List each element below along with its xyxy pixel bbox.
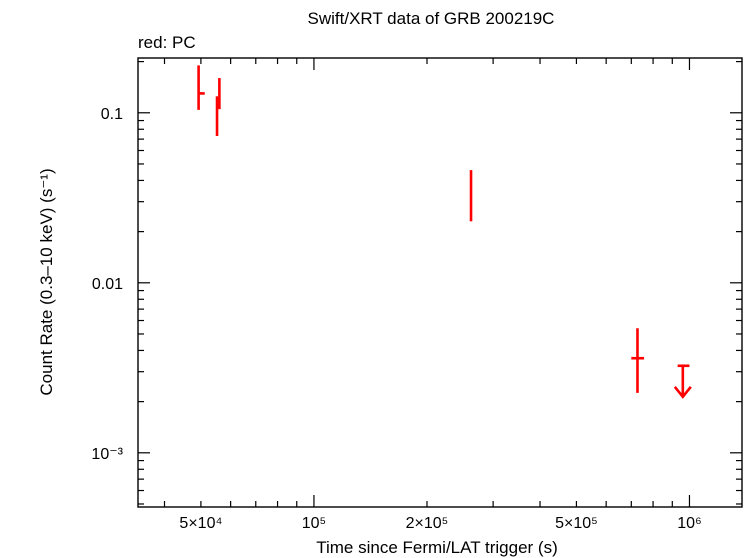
plot-frame	[137, 57, 743, 508]
upper-limit-arrow	[673, 385, 692, 399]
y-axis-label: Count Rate (0.3–10 keV) (s⁻¹)	[37, 168, 56, 395]
x-tick-label: 10⁶	[677, 515, 701, 532]
data-point	[469, 170, 473, 222]
data-point	[631, 328, 645, 393]
data-point	[215, 96, 219, 137]
data-marks	[197, 65, 692, 399]
axis-tick-labels: 5×10⁴ 10⁵ 2×10⁵ 5×10⁵ 10⁶ 0.1 0.01 10⁻³	[91, 106, 701, 532]
x-tick-label: 10⁵	[302, 515, 326, 532]
x-tick-label: 5×10⁴	[179, 515, 222, 532]
data-point	[197, 65, 200, 110]
x-tick-label: 2×10⁵	[406, 515, 449, 532]
data-point	[218, 78, 221, 110]
y-tick-label: 0.1	[101, 106, 123, 123]
y-tick-label: 0.01	[92, 276, 123, 293]
upper-limit	[673, 364, 692, 399]
chart-subtitle: red: PC	[138, 33, 196, 52]
x-tick-label: 5×10⁵	[555, 515, 598, 532]
chart-title: Swift/XRT data of GRB 200219C	[308, 9, 555, 28]
y-tick-label: 10⁻³	[91, 446, 123, 463]
x-axis-label: Time since Fermi/LAT trigger (s)	[316, 538, 558, 557]
axis-ticks	[138, 58, 742, 507]
